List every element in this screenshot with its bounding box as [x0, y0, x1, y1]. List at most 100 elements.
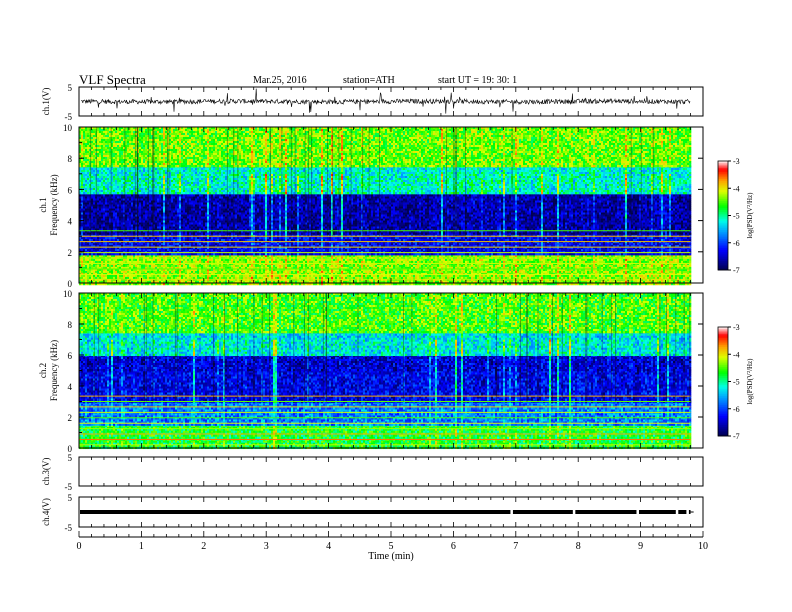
heatmap-cell	[265, 264, 268, 268]
heatmap-cell	[437, 262, 440, 266]
heatmap-cell	[481, 270, 484, 274]
heatmap-cell	[207, 274, 210, 278]
heatmap-cell	[277, 262, 280, 266]
heatmap-cell	[555, 258, 558, 262]
heatmap-cell	[585, 262, 588, 266]
heatmap-cell	[305, 276, 308, 280]
heatmap-cell	[221, 276, 224, 280]
heatmap-cell	[315, 262, 318, 266]
heatmap-cell	[257, 254, 260, 258]
heatmap-cell	[583, 262, 586, 266]
heatmap-cell	[635, 266, 638, 270]
heatmap-cell	[429, 264, 432, 268]
heatmap-cell	[327, 258, 330, 262]
heatmap-cell	[639, 254, 642, 258]
heatmap-cell	[197, 262, 200, 266]
heatmap-cell	[437, 268, 440, 272]
heatmap-cell	[169, 268, 172, 272]
heatmap-cell	[145, 254, 148, 258]
heatmap-cell	[307, 270, 310, 274]
heatmap-cell	[501, 270, 504, 274]
heatmap-cell	[499, 254, 502, 258]
heatmap-cell	[337, 268, 340, 272]
heatmap-cell	[679, 254, 682, 258]
heatmap-cell	[539, 266, 542, 270]
heatmap-cell	[533, 276, 536, 280]
heatmap-cell	[543, 268, 546, 272]
heatmap-cell	[635, 268, 638, 272]
heatmap-cell	[167, 268, 170, 272]
heatmap-cell	[121, 266, 124, 270]
heatmap-cell	[539, 264, 542, 268]
heatmap-cell	[87, 268, 90, 272]
heatmap-cell	[599, 260, 602, 264]
heatmap-cell	[199, 254, 202, 258]
heatmap-cell	[349, 258, 352, 262]
heatmap-cell	[291, 254, 294, 258]
heatmap-cell	[391, 268, 394, 272]
heatmap-cell	[403, 274, 406, 278]
heatmap-cell	[381, 254, 384, 258]
heatmap-cell	[271, 266, 274, 270]
heatmap-cell	[675, 268, 678, 272]
heatmap-cell	[577, 258, 580, 262]
heatmap-cell	[237, 268, 240, 272]
heatmap-cell	[467, 262, 470, 266]
heatmap-cell	[523, 266, 526, 270]
heatmap-cell	[531, 262, 534, 266]
heatmap-cell	[667, 258, 670, 262]
heatmap-cell	[491, 264, 494, 268]
heatmap-cell	[297, 260, 300, 264]
heatmap-cell	[257, 270, 260, 274]
heatmap-cell	[669, 258, 672, 262]
heatmap-cell	[155, 268, 158, 272]
heatmap-cell	[343, 268, 346, 272]
heatmap-cell	[149, 276, 152, 280]
heatmap-cell	[645, 276, 648, 280]
heatmap-cell	[575, 268, 578, 272]
heatmap-cell	[595, 264, 598, 268]
heatmap-cell	[91, 266, 94, 270]
heatmap-cell	[425, 270, 428, 274]
heatmap-cell	[185, 254, 188, 258]
heatmap-cell	[519, 274, 522, 278]
heatmap-cell	[87, 264, 90, 268]
heatmap-cell	[159, 276, 162, 280]
heatmap-cell	[399, 276, 402, 280]
heatmap-cell	[119, 274, 122, 278]
heatmap-cell	[295, 276, 298, 280]
heatmap-cell	[211, 276, 214, 280]
heatmap-cell	[389, 274, 392, 278]
heatmap-cell	[335, 270, 338, 274]
heatmap-cell	[615, 260, 618, 264]
heatmap-cell	[465, 266, 468, 270]
heatmap-cell	[289, 268, 292, 272]
heatmap-cell	[325, 264, 328, 268]
heatmap-cell	[671, 270, 674, 274]
heatmap-cell	[333, 262, 336, 266]
heatmap-cell	[387, 270, 390, 274]
heatmap-cell	[115, 270, 118, 274]
heatmap-cell	[457, 268, 460, 272]
heatmap-cell	[583, 276, 586, 280]
heatmap-cell	[653, 262, 656, 266]
heatmap-cell	[217, 276, 220, 280]
heatmap-cell	[535, 274, 538, 278]
heatmap-cell	[233, 258, 236, 262]
heatmap-cell	[195, 264, 198, 268]
heatmap-cell	[475, 274, 478, 278]
heatmap-cell	[101, 274, 104, 278]
heatmap-cell	[387, 276, 390, 280]
heatmap-cell	[385, 276, 388, 280]
heatmap-cell	[689, 264, 692, 268]
heatmap-cell	[435, 276, 438, 280]
heatmap-cell	[247, 262, 250, 266]
heatmap-cell	[325, 276, 328, 280]
heatmap-cell	[137, 260, 140, 264]
heatmap-cell	[321, 258, 324, 262]
heatmap-cell	[531, 276, 534, 280]
heatmap-cell	[309, 270, 312, 274]
heatmap-cell	[185, 276, 188, 280]
heatmap-cell	[263, 258, 266, 262]
heatmap-cell	[629, 274, 632, 278]
